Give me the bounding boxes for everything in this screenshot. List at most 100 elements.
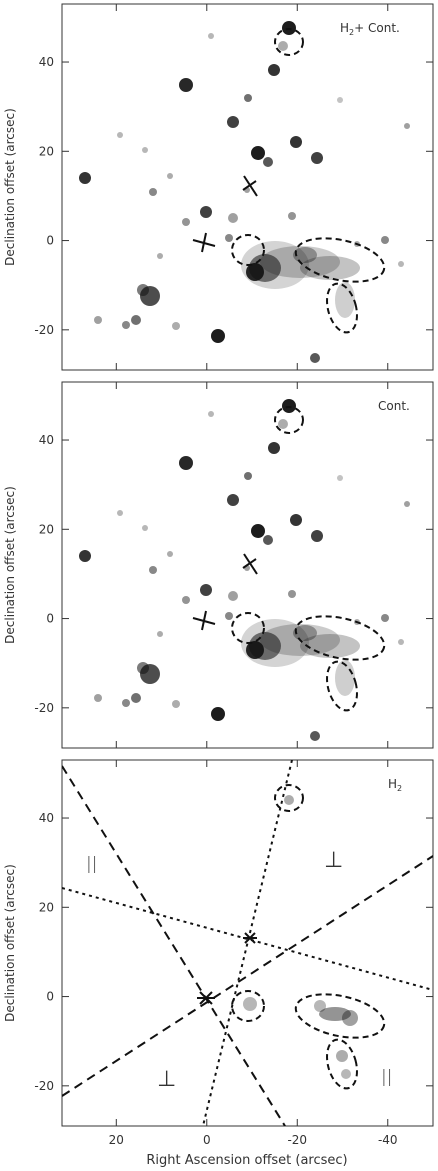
star [149, 188, 157, 196]
star [290, 136, 302, 148]
nebula-blob [335, 660, 355, 696]
star [310, 353, 320, 363]
polarization-lines [62, 760, 433, 1126]
star [278, 419, 288, 429]
knot-ellipses [231, 28, 386, 334]
parallel-mark-top-left: || [86, 854, 97, 874]
star [211, 707, 225, 721]
y-axis-label: Declination offset (arcsec) [3, 108, 17, 266]
star [263, 535, 273, 545]
star [172, 700, 180, 708]
star [179, 456, 193, 470]
star [288, 212, 296, 220]
star [228, 213, 238, 223]
star [117, 510, 123, 516]
panel-cont: Cont. 40 20 0 -20 Declination offset (arcse… [3, 381, 434, 749]
y-tick-label: 40 [39, 433, 54, 447]
x-tick-labels: 20 0 -20 -40 [109, 1133, 398, 1147]
star [122, 699, 130, 707]
star [94, 694, 102, 702]
panel-label: H2+ Cont. [340, 21, 400, 37]
star [404, 501, 410, 507]
star [137, 662, 149, 674]
panel-h2-cont: H2+ Cont. 40 20 0 -20 Declination offset (a… [3, 3, 434, 371]
star [79, 550, 91, 562]
star [244, 94, 252, 102]
source-crosses [192, 553, 258, 631]
y-tick-label: -20 [34, 1079, 54, 1093]
star [225, 612, 233, 620]
y-tick-label: -20 [34, 701, 54, 715]
star [337, 97, 343, 103]
star [131, 315, 141, 325]
panel-label: Cont. [378, 399, 410, 413]
star [200, 584, 212, 596]
star [157, 253, 163, 259]
h2-knot [336, 1050, 348, 1062]
nebula-blob [246, 641, 264, 659]
h2-knot [341, 1069, 351, 1079]
y-tick-label: 0 [46, 990, 54, 1004]
star [311, 152, 323, 164]
star [337, 475, 343, 481]
knot-ellipses [231, 784, 386, 1090]
h2-knot [319, 1007, 351, 1021]
star [137, 284, 149, 296]
x-tick-label: -40 [378, 1133, 398, 1147]
y-tick-label: 0 [46, 234, 54, 248]
y-tick-labels: 40 20 0 -20 [34, 760, 433, 1126]
star [172, 322, 180, 330]
star [228, 591, 238, 601]
x-tick-label: -20 [287, 1133, 307, 1147]
h2-knot [314, 1000, 326, 1012]
y-tick-label: 0 [46, 612, 54, 626]
nebula-blob [293, 625, 317, 641]
perpendicular-mark-bottom-left: ⊥ [157, 1067, 176, 1092]
y-tick-label: 20 [39, 144, 54, 158]
star [278, 41, 288, 51]
h2-emission [243, 795, 358, 1079]
y-axis-label: Declination offset (arcsec) [3, 864, 17, 1022]
y-axis-label: Declination offset (arcsec) [3, 486, 17, 644]
star [310, 731, 320, 741]
star [211, 329, 225, 343]
star [167, 551, 173, 557]
nebula-blob [246, 263, 264, 281]
star [117, 132, 123, 138]
star [182, 596, 190, 604]
nebula-blob [293, 247, 317, 263]
star [131, 693, 141, 703]
star [167, 173, 173, 179]
star [268, 442, 280, 454]
star [227, 494, 239, 506]
y-tick-labels: 40 20 0 -20 [34, 4, 433, 370]
star [208, 33, 214, 39]
star [381, 614, 389, 622]
y-tick-label: 20 [39, 900, 54, 914]
x-tick-label: 0 [203, 1133, 211, 1147]
nebula-blob [300, 634, 360, 658]
star [94, 316, 102, 324]
nebula-blob [335, 282, 355, 318]
star [200, 206, 212, 218]
stars-layer [79, 21, 410, 363]
star [208, 411, 214, 417]
source-crosses [192, 175, 258, 253]
h2-knot [284, 795, 294, 805]
y-tick-label: -20 [34, 323, 54, 337]
star [251, 146, 265, 160]
y-tick-label: 40 [39, 811, 54, 825]
stars-layer [79, 399, 410, 741]
star [311, 530, 323, 542]
star [404, 123, 410, 129]
star [182, 218, 190, 226]
x-axis-label: Right Ascension offset (arcsec) [146, 1153, 347, 1168]
star [79, 172, 91, 184]
x-tick-label: 20 [109, 1133, 124, 1147]
star [225, 234, 233, 242]
star [142, 147, 148, 153]
star [288, 590, 296, 598]
star [142, 525, 148, 531]
knot-ellipses [231, 406, 386, 712]
star [381, 236, 389, 244]
